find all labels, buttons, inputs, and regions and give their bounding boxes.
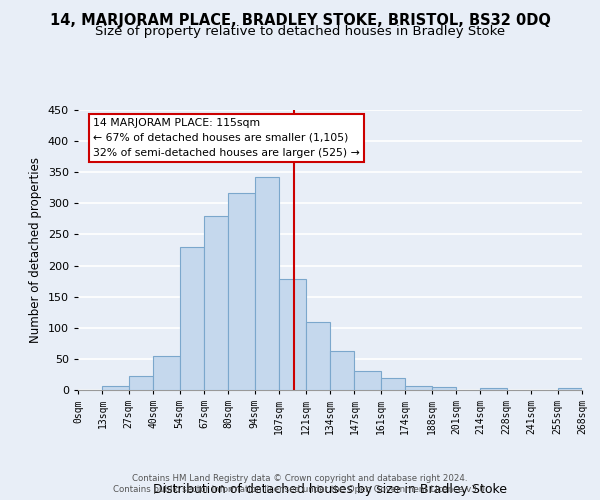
Bar [481,388,507,390]
Text: Size of property relative to detached houses in Bradley Stoke: Size of property relative to detached ho… [95,25,505,38]
Y-axis label: Number of detached properties: Number of detached properties [29,157,42,343]
Bar [305,322,330,390]
Bar [229,193,255,390]
Bar [431,387,456,390]
Bar [355,372,381,390]
Bar [153,356,179,390]
Bar [381,378,405,390]
Bar [557,388,582,390]
X-axis label: Distribution of detached houses by size in Bradley Stoke: Distribution of detached houses by size … [153,483,507,496]
Text: 14 MARJORAM PLACE: 115sqm
← 67% of detached houses are smaller (1,105)
32% of se: 14 MARJORAM PLACE: 115sqm ← 67% of detac… [93,118,360,158]
Bar [179,247,204,390]
Bar [204,216,229,390]
Bar [129,376,153,390]
Bar [405,386,431,390]
Bar [255,177,279,390]
Text: 14, MARJORAM PLACE, BRADLEY STOKE, BRISTOL, BS32 0DQ: 14, MARJORAM PLACE, BRADLEY STOKE, BRIST… [50,12,550,28]
Bar [103,386,129,390]
Bar [330,352,355,390]
Bar [279,279,305,390]
Text: Contains HM Land Registry data © Crown copyright and database right 2024.
Contai: Contains HM Land Registry data © Crown c… [113,474,487,494]
